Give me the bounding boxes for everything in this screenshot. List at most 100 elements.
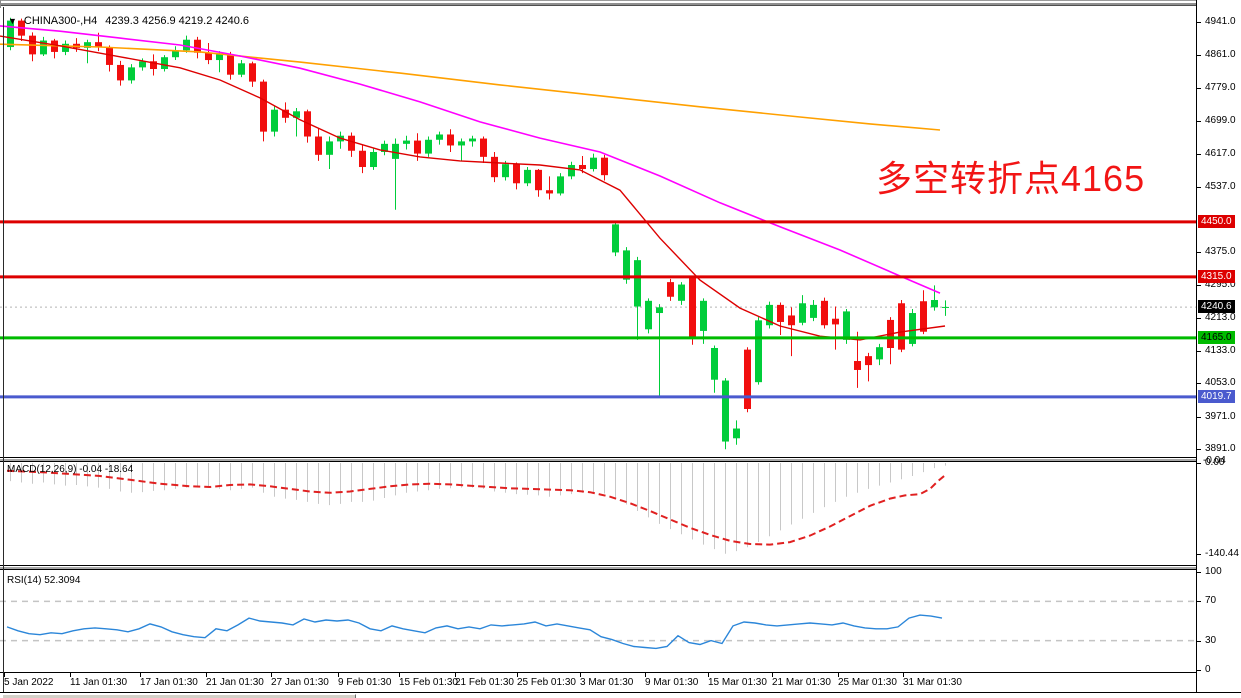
time-axis[interactable]: 5 Jan 2022 11 Jan 01:30 17 Jan 01:30 21 Jan… xyxy=(0,673,1196,692)
price-tick-mark xyxy=(1197,350,1201,352)
candle-body xyxy=(645,300,652,330)
date-tick-mark xyxy=(645,673,646,677)
macd-histogram xyxy=(10,463,946,554)
date-label: 25 Feb 01:30 xyxy=(517,677,576,688)
price-tick-mark xyxy=(1197,120,1201,122)
date-tick-mark xyxy=(838,673,839,677)
candle-body xyxy=(634,260,641,307)
macd-canvas[interactable] xyxy=(0,462,1196,565)
candle-body xyxy=(755,320,762,383)
date-label: 9 Feb 01:30 xyxy=(338,677,392,688)
date-tick-mark xyxy=(580,673,581,677)
candle-body xyxy=(766,304,773,326)
candle-body xyxy=(491,156,498,178)
candle-body xyxy=(216,54,223,61)
date-tick-mark xyxy=(455,673,456,677)
candle-body xyxy=(469,138,476,142)
price-axis[interactable]: 4941.0 4861.0 4779.0 4699.0 4617.0 4537.0 4375… xyxy=(1196,0,1241,692)
scrollbar-thumb[interactable] xyxy=(2,694,356,698)
candle-body xyxy=(623,250,630,280)
rsi-tick-label: 30 xyxy=(1205,634,1217,646)
candle-body xyxy=(876,347,883,360)
date-tick-mark xyxy=(70,673,71,677)
candle-body xyxy=(601,157,608,176)
rsi-canvas[interactable] xyxy=(0,570,1196,672)
collapse-triangle-icon[interactable]: ▼ xyxy=(8,16,17,26)
candle-body xyxy=(744,349,751,410)
window-top-splitter[interactable] xyxy=(0,0,1241,7)
price-tick-label: 3971.0 xyxy=(1205,410,1236,422)
price-tick-mark xyxy=(1197,54,1201,56)
macd-panel[interactable]: MACD(12,26,9) -0.04 -18.64 xyxy=(0,462,1196,565)
date-label: 17 Jan 01:30 xyxy=(140,677,198,688)
horizontal-scrollbar xyxy=(0,692,1241,698)
date-label: 5 Jan 2022 xyxy=(4,677,54,688)
rsi-line xyxy=(6,614,943,650)
date-tick-mark xyxy=(399,673,400,677)
price-chart-canvas[interactable] xyxy=(0,8,1196,457)
price-tick-label: 3891.0 xyxy=(1205,443,1236,455)
ma-mid-magenta xyxy=(0,25,941,294)
candle-body xyxy=(865,356,872,366)
candle-body xyxy=(700,300,707,331)
candle-body xyxy=(568,164,575,177)
candle-body xyxy=(579,164,586,170)
panel-splitter-macd[interactable] xyxy=(0,457,1241,462)
price-tick-label: 4779.0 xyxy=(1205,82,1236,94)
candle-body xyxy=(689,278,696,339)
macd-label: MACD(12,26,9) -0.04 -18.64 xyxy=(7,464,133,475)
macd-value-signal: -18.64 xyxy=(104,464,134,475)
price-tick-mark xyxy=(1197,416,1201,418)
macd-name: MACD(12,26,9) xyxy=(7,464,77,475)
candle-body xyxy=(788,315,795,326)
candle-body xyxy=(139,61,146,68)
candle-body xyxy=(249,63,256,82)
price-tick-mark xyxy=(1197,383,1201,385)
date-label: 21 Jan 01:30 xyxy=(206,677,264,688)
macd-axis-min: -140.44 xyxy=(1205,548,1239,559)
rsi-panel[interactable]: RSI(14) 52.3094 xyxy=(0,570,1196,672)
candle-body xyxy=(161,57,168,70)
candle-body xyxy=(205,52,212,61)
rsi-tick-mark xyxy=(1197,670,1201,671)
date-label: 15 Feb 01:30 xyxy=(399,677,458,688)
candle-body xyxy=(436,134,443,140)
date-tick-mark xyxy=(140,673,141,677)
price-tick-mark xyxy=(1197,284,1201,286)
candle-body xyxy=(315,136,322,155)
time-axis-separator xyxy=(0,672,1241,673)
candle-body xyxy=(667,282,674,297)
rsi-label: RSI(14) 52.3094 xyxy=(7,575,80,586)
candle-body xyxy=(722,380,729,442)
candle-body xyxy=(238,63,245,75)
candle-body xyxy=(84,42,91,48)
candle-body xyxy=(546,190,553,194)
candle-body xyxy=(62,43,69,52)
macd-signal-line xyxy=(6,469,946,546)
date-label: 11 Jan 01:30 xyxy=(70,677,128,688)
price-tick-label: 4295.0 xyxy=(1205,278,1236,290)
price-tick-label: 4053.0 xyxy=(1205,377,1236,389)
date-label: 21 Feb 01:30 xyxy=(455,677,514,688)
main-chart-panel[interactable]: ▼ CHINA300-,H4 4239.3 4256.9 4219.2 4240.6… xyxy=(0,8,1196,457)
candle-body xyxy=(898,303,905,350)
price-tick-mark xyxy=(1197,449,1201,451)
candle-body xyxy=(7,20,14,48)
candle-body xyxy=(348,135,355,151)
candle-body xyxy=(282,109,289,118)
date-tick-mark xyxy=(772,673,773,677)
candle-body xyxy=(326,141,333,155)
date-tick-mark xyxy=(708,673,709,677)
candle-body xyxy=(271,109,278,132)
panel-splitter-rsi[interactable] xyxy=(0,565,1241,570)
candle-body xyxy=(513,164,520,184)
price-badge: 4240.6 xyxy=(1198,300,1235,314)
candle-body xyxy=(799,303,806,323)
candle-body xyxy=(931,300,938,308)
candle-body xyxy=(854,361,861,370)
ma-slow-orange xyxy=(0,43,941,131)
price-badge: 4450.0 xyxy=(1198,214,1235,228)
candle-body xyxy=(414,140,421,154)
price-tick-label: 4861.0 xyxy=(1205,48,1236,60)
price-tick-label: 4617.0 xyxy=(1205,148,1236,159)
